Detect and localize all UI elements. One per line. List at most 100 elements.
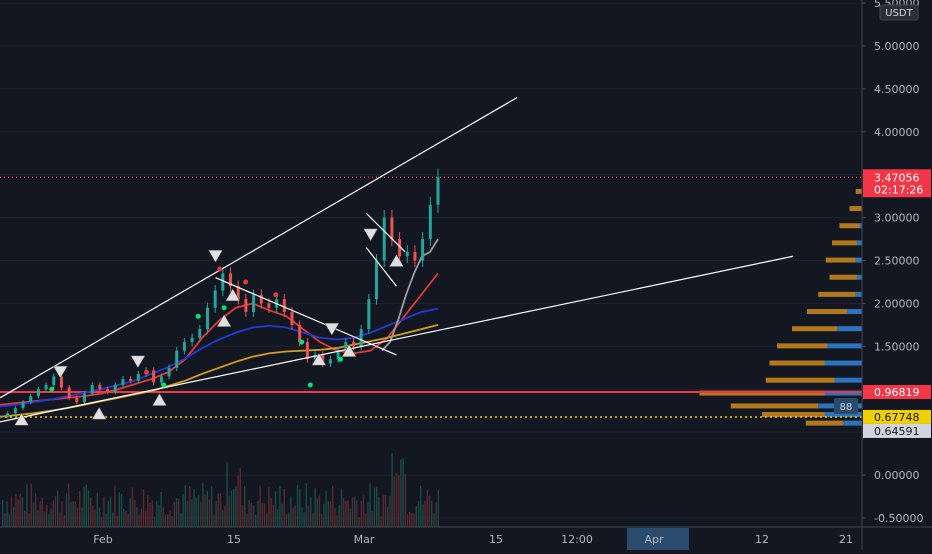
price-candle: [175, 350, 179, 368]
volume-bar: [246, 514, 248, 527]
volume-bar: [48, 514, 50, 527]
profile-bar-orange: [829, 274, 857, 280]
volume-bar: [422, 504, 424, 527]
volume-bar: [365, 513, 367, 527]
volume-bar: [378, 497, 380, 527]
price-candle: [75, 397, 79, 403]
volume-bar: [35, 493, 37, 527]
profile-bar-blue: [824, 390, 862, 396]
profile-bar-blue: [824, 360, 862, 366]
price-candle: [167, 367, 171, 377]
volume-bar: [131, 487, 134, 527]
trendline: [0, 255, 794, 423]
volume-bar: [57, 490, 59, 527]
price-candle: [236, 286, 240, 300]
volume-bar: [98, 507, 101, 527]
profile-bar-blue: [859, 223, 862, 229]
volume-bar: [30, 483, 32, 527]
profile-bar-orange: [792, 326, 837, 332]
volume-bar: [160, 491, 162, 527]
volume-bar: [299, 489, 301, 527]
x-tick-label: Apr: [644, 533, 664, 546]
trendline: [365, 212, 406, 253]
volume-bar: [252, 505, 255, 527]
volume-bar: [288, 512, 290, 527]
volume-bar: [219, 493, 222, 527]
price-candle: [436, 177, 440, 205]
volume-bar: [312, 512, 314, 527]
currency-label: USDT: [885, 8, 913, 19]
profile-bar-blue: [855, 257, 862, 263]
volume-bar: [307, 505, 310, 527]
volume-bar: [120, 493, 123, 527]
profile-bar-orange: [807, 309, 847, 315]
volume-bar: [109, 496, 112, 527]
volume-bar: [46, 504, 48, 527]
volume-bar: [239, 467, 241, 527]
x-tick-label: 12: [755, 533, 769, 546]
volume-bar: [162, 507, 164, 527]
volume-bar: [164, 514, 167, 527]
price-candle: [344, 342, 348, 351]
buy-triangle-icon: [225, 288, 241, 302]
price-candle: [375, 260, 379, 300]
volume-bar: [153, 516, 156, 527]
price-candle: [313, 354, 317, 360]
signal-dot-icon: [144, 369, 150, 375]
x-tick-label: 15: [227, 533, 241, 546]
profile-badge-box: [834, 398, 858, 414]
price-candle: [21, 402, 25, 409]
volume-bar: [266, 512, 268, 527]
volume-bar: [358, 516, 360, 527]
volume-bar: [208, 499, 211, 527]
volume-bar: [340, 488, 343, 527]
price-candle: [90, 384, 94, 394]
volume-bar: [167, 514, 169, 527]
signal-dot-icon: [273, 292, 279, 298]
volume-bar: [175, 498, 178, 527]
price-candle: [106, 389, 110, 392]
volume-bar: [92, 505, 94, 527]
price-candle: [290, 312, 294, 325]
volume-bar: [402, 458, 404, 527]
volume-bar: [79, 490, 81, 527]
volume-bar: [301, 507, 303, 527]
volume-bar: [270, 498, 272, 527]
volume-bar: [87, 490, 90, 527]
volume-bar: [292, 507, 294, 527]
price-candle: [182, 342, 186, 351]
price-candle: [52, 376, 56, 385]
volume-bar: [376, 487, 378, 527]
volume-bar: [393, 476, 395, 527]
volume-bar: [327, 501, 329, 527]
volume-bar: [72, 501, 74, 527]
volume-bar: [134, 499, 136, 527]
moving-average-line: [0, 307, 439, 408]
price-candle: [190, 337, 194, 343]
volume-bar: [65, 493, 68, 527]
price-candle: [267, 303, 271, 308]
x-tick-label: 21: [839, 533, 853, 546]
profile-bar-blue: [843, 420, 862, 426]
profile-bar-orange: [730, 403, 819, 409]
volume-profile: 88: [699, 188, 862, 426]
price-candle: [136, 373, 140, 381]
volume-bar: [156, 501, 158, 527]
profile-bar-blue: [847, 309, 862, 315]
price-candle: [36, 389, 40, 397]
volume-bar: [2, 499, 4, 527]
x-tick-label: 15: [489, 533, 503, 546]
volume-bar: [140, 508, 142, 527]
profile-bar-orange: [769, 360, 825, 366]
volume-bar: [173, 501, 175, 527]
profile-bar-orange: [855, 188, 862, 194]
volume-bar: [294, 505, 296, 527]
buy-triangle-icon: [341, 344, 357, 357]
volume-bar: [406, 514, 409, 527]
volume-bar: [24, 510, 26, 527]
volume-bar: [338, 504, 340, 527]
price-candle: [159, 376, 163, 383]
price-candle: [0, 416, 2, 418]
